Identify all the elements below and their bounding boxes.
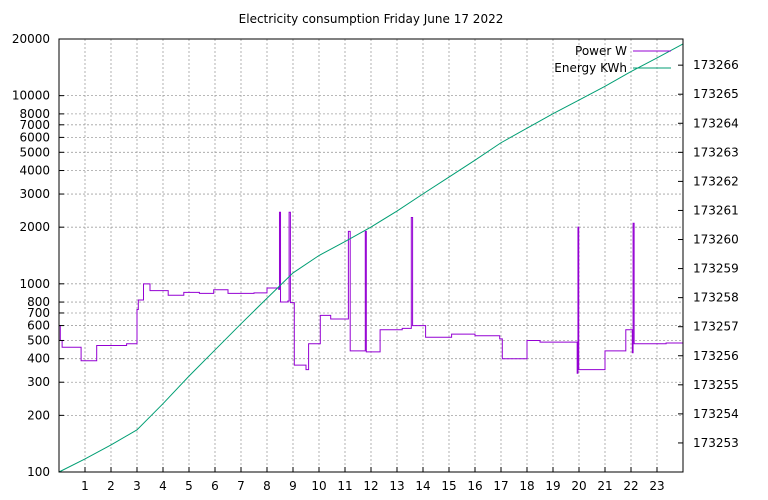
y2-tick-label: 173254 (693, 407, 739, 421)
x-tick-label: 10 (311, 479, 326, 493)
series-line-power (59, 211, 684, 374)
x-tick-label: 22 (623, 479, 638, 493)
y2-tick-label: 173256 (693, 349, 739, 363)
y-tick-label: 300 (27, 375, 50, 389)
y2-tick-label: 173264 (693, 116, 739, 130)
x-tick-label: 1 (81, 479, 89, 493)
y2-tick-label: 173263 (693, 145, 739, 159)
x-tick-label: 23 (649, 479, 664, 493)
y2-tick-label: 173258 (693, 291, 739, 305)
series-line-energy (58, 43, 684, 473)
ticks: 1 2 3 4 5 6 7 8 9 10 11 12 13 14 15 16 17 18 19 20 21 22 23100… (12, 32, 739, 493)
y-tick-label: 10000 (12, 89, 50, 103)
legend-label: Energy KWh (554, 61, 627, 75)
y2-tick-label: 173265 (693, 87, 739, 101)
x-tick-label: 17 (493, 479, 508, 493)
x-tick-label: 2 (107, 479, 115, 493)
y-tick-label: 200 (27, 408, 50, 422)
y2-tick-label: 173262 (693, 174, 739, 188)
x-tick-label: 20 (571, 479, 586, 493)
x-tick-label: 9 (289, 479, 297, 493)
grid (59, 39, 683, 472)
y-tick-label: 800 (27, 295, 50, 309)
x-tick-label: 18 (519, 479, 534, 493)
y-tick-label: 100 (27, 465, 50, 479)
chart-title: Electricity consumption Friday June 17 2… (239, 12, 504, 26)
y-tick-label: 4000 (19, 164, 50, 178)
y-tick-label: 1000 (19, 277, 50, 291)
y2-tick-label: 173260 (693, 233, 739, 247)
x-tick-label: 7 (237, 479, 245, 493)
y2-tick-label: 173257 (693, 320, 739, 334)
x-tick-label: 4 (159, 479, 167, 493)
y2-tick-label: 173253 (693, 436, 739, 450)
y-tick-label: 400 (27, 352, 50, 366)
x-tick-label: 3 (133, 479, 141, 493)
x-tick-label: 19 (545, 479, 560, 493)
x-tick-label: 21 (597, 479, 612, 493)
x-tick-label: 15 (441, 479, 456, 493)
y2-tick-label: 173255 (693, 378, 739, 392)
legend-label: Power W (575, 44, 627, 58)
y-tick-label: 3000 (19, 187, 50, 201)
y-tick-label: 20000 (12, 32, 50, 46)
x-tick-label: 13 (389, 479, 404, 493)
y-tick-label: 2000 (19, 220, 50, 234)
y-tick-label: 700 (27, 306, 50, 320)
y-tick-label: 6000 (19, 130, 50, 144)
x-tick-label: 11 (337, 479, 352, 493)
series-layer (58, 43, 684, 473)
y-tick-label: 500 (27, 333, 50, 347)
x-tick-label: 12 (363, 479, 378, 493)
x-tick-label: 16 (467, 479, 482, 493)
x-tick-label: 5 (185, 479, 193, 493)
y2-tick-label: 173259 (693, 262, 739, 276)
y2-tick-label: 173261 (693, 203, 739, 217)
y-tick-label: 7000 (19, 118, 50, 132)
y2-tick-label: 173266 (693, 58, 739, 72)
legend: Power W Energy KWh (554, 44, 671, 75)
x-tick-label: 14 (415, 479, 430, 493)
y-tick-label: 8000 (19, 107, 50, 121)
x-tick-label: 8 (263, 479, 271, 493)
y-tick-label: 5000 (19, 145, 50, 159)
y-tick-label: 600 (27, 319, 50, 333)
x-tick-label: 6 (211, 479, 219, 493)
